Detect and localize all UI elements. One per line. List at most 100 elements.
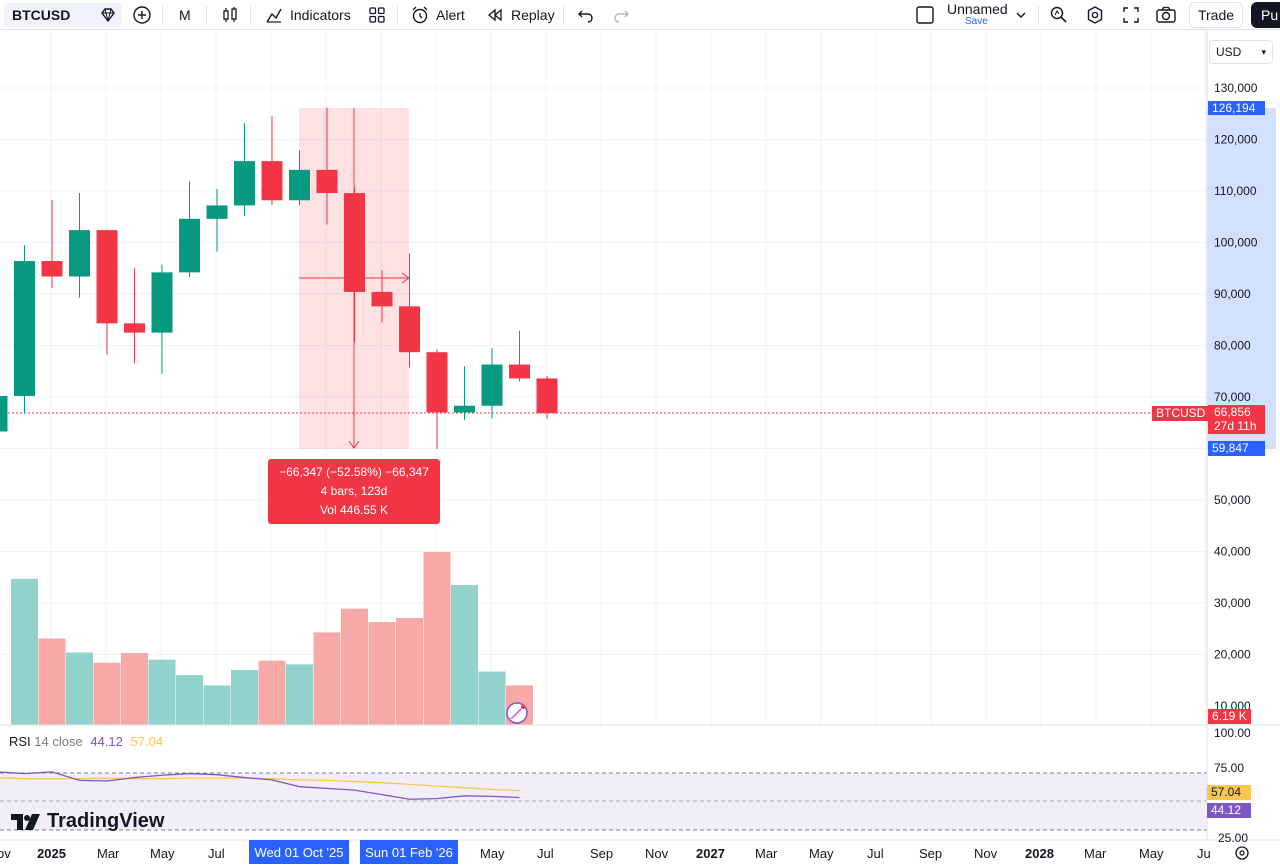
volume-bar — [286, 664, 313, 725]
currency-selector[interactable]: USD ▾ — [1209, 40, 1273, 64]
indicators-label: Indicators — [290, 7, 351, 23]
volume-bar — [11, 578, 38, 725]
candle — [96, 229, 118, 355]
candlestick-series — [0, 107, 558, 450]
candle-body — [399, 306, 420, 353]
measure-volume: Vol 446.55 K — [319, 503, 389, 517]
price-axis-labels: 130,000 120,000 110,000 100,000 90,000 80,000… — [1214, 81, 1258, 713]
candle — [151, 264, 173, 374]
quick-search-icon[interactable] — [1049, 0, 1069, 30]
price-label: 20,000 — [1214, 648, 1251, 662]
volume-bar — [451, 585, 478, 725]
rsi-axis-75: 75.00 — [1214, 761, 1244, 775]
rsi-legend[interactable]: RSI 14 close 44.12 57.04 — [9, 734, 163, 749]
price-label: 50,000 — [1214, 493, 1251, 507]
price-label: 120,000 — [1214, 133, 1258, 147]
candle — [454, 366, 475, 421]
chevron-down-icon[interactable] — [1014, 0, 1028, 30]
settings-icon[interactable] — [1085, 0, 1105, 30]
candle-body — [0, 395, 8, 432]
fullscreen-icon[interactable] — [1121, 0, 1141, 30]
candle — [481, 348, 503, 419]
interval-label: M — [179, 7, 191, 23]
candle — [234, 123, 255, 216]
candle — [14, 245, 35, 414]
range-top-tag: 126,194 — [1208, 101, 1265, 115]
camera-icon[interactable] — [1155, 0, 1177, 30]
candle-body — [41, 261, 63, 277]
volume-bar — [66, 652, 93, 725]
volume-bar — [396, 617, 423, 725]
chart-canvas[interactable]: 130,000 120,000 110,000 100,000 90,000 80,000… — [0, 31, 1280, 868]
volume-bar — [203, 685, 231, 725]
candle-body — [14, 261, 35, 396]
candle-body — [206, 205, 228, 219]
volume-bar — [478, 671, 506, 725]
crosshair-start-date: Wed 01 Oct '25 — [249, 840, 349, 864]
alert-button[interactable]: Alert — [410, 0, 465, 30]
last-price-value: 66,856 — [1214, 405, 1251, 419]
redo-icon[interactable] — [611, 0, 631, 30]
time-label: Nov — [974, 846, 998, 861]
candle — [509, 330, 530, 382]
time-label: May — [150, 846, 175, 861]
layout-name[interactable]: Unnamed — [947, 1, 1008, 17]
volume-bar — [341, 608, 368, 725]
price-label: 80,000 — [1214, 339, 1251, 353]
candle-body — [151, 272, 173, 333]
candle-body — [316, 169, 338, 194]
candle — [124, 268, 145, 364]
rsi-axis-25: 25.00 — [1218, 831, 1248, 845]
rsi-axis-labels: 100.00 75.00 25.00 — [1214, 726, 1251, 845]
candle — [179, 181, 200, 278]
magic-wand-icon — [506, 702, 528, 724]
candles-icon[interactable] — [220, 0, 240, 30]
time-label: May — [1139, 846, 1164, 861]
candle — [41, 199, 63, 288]
candle — [316, 107, 338, 225]
price-label: 30,000 — [1214, 596, 1251, 610]
indicators-button[interactable]: Indicators — [264, 0, 351, 30]
measure-change: −66,347 (−52.58%) −66,347 — [279, 465, 429, 479]
candle-body — [509, 364, 530, 379]
time-label: Jul — [537, 846, 554, 861]
measure-info-box[interactable]: −66,347 (−52.58%) −66,347 4 bars, 123d V… — [268, 459, 440, 524]
time-label: Jul — [867, 846, 884, 861]
time-label: Sep — [919, 846, 942, 861]
chart-grid — [0, 31, 1207, 725]
chevron-down-icon: ▾ — [1261, 46, 1266, 57]
price-label: 40,000 — [1214, 545, 1251, 559]
add-symbol-icon[interactable] — [132, 0, 152, 30]
candle — [206, 188, 228, 252]
publish-button[interactable]: Pu — [1251, 2, 1280, 28]
last-price-symbol-tag: BTCUSD — [1152, 406, 1210, 421]
time-label: ov — [0, 846, 11, 861]
candle-body — [124, 323, 145, 333]
rsi-tag: 44.12 — [1207, 803, 1251, 818]
diamond-icon[interactable] — [98, 0, 118, 30]
candle — [536, 375, 558, 419]
time-label: 2025 — [37, 846, 66, 861]
layout-checkbox-icon[interactable] — [915, 0, 935, 30]
bar-countdown: 27d 11h — [1214, 419, 1257, 433]
symbol-name: BTCUSD — [12, 7, 71, 23]
price-label: 90,000 — [1214, 287, 1251, 301]
tradingview-logo[interactable]: TradingView — [11, 810, 164, 833]
volume-bar — [93, 662, 121, 725]
rsi-line — [0, 771, 520, 800]
time-label: 2028 — [1025, 846, 1054, 861]
volume-bar — [121, 652, 148, 725]
alert-label: Alert — [436, 7, 465, 23]
undo-icon[interactable] — [576, 0, 596, 30]
volume-bar — [258, 660, 286, 725]
interval-button[interactable]: M — [179, 0, 191, 30]
trade-button[interactable]: Trade — [1189, 2, 1243, 28]
templates-icon[interactable] — [367, 0, 387, 30]
candle — [261, 116, 283, 205]
replay-button[interactable]: Replay — [485, 0, 555, 30]
save-link[interactable]: Save — [965, 16, 988, 27]
price-label: 130,000 — [1214, 81, 1258, 95]
alarm-clock-icon — [412, 6, 428, 24]
symbol-search[interactable]: BTCUSD — [4, 3, 122, 27]
